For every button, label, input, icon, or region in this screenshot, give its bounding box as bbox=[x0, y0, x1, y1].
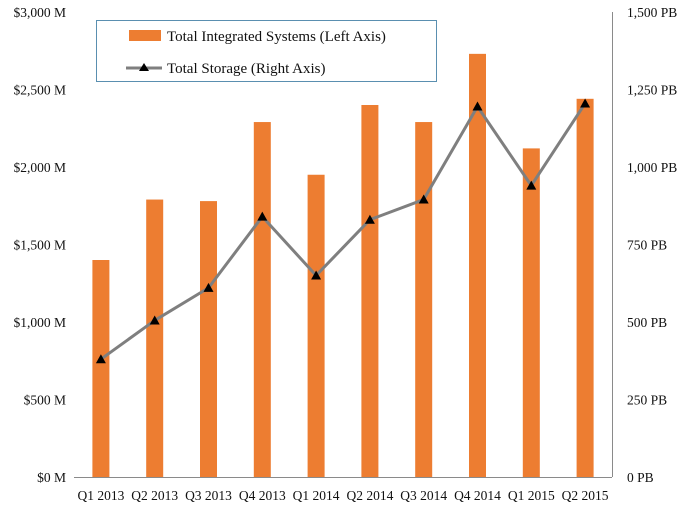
legend-label-storage: Total Storage (Right Axis) bbox=[167, 61, 326, 77]
bar-q1-2013 bbox=[92, 260, 110, 477]
bar-q3-2014 bbox=[415, 122, 433, 478]
x-tick-label: Q2 2015 bbox=[562, 488, 609, 503]
x-tick-label: Q3 2014 bbox=[400, 488, 447, 503]
line-layer bbox=[95, 98, 591, 364]
point-q2-2013 bbox=[149, 315, 160, 325]
x-tick-label: Q4 2013 bbox=[239, 488, 286, 503]
bars-layer bbox=[92, 53, 594, 478]
point-q3-2014 bbox=[418, 194, 429, 204]
x-tick-label: Q3 2013 bbox=[185, 488, 232, 503]
legend: Total Integrated Systems (Left Axis) Tota… bbox=[96, 20, 437, 82]
y-left-tick-label: $2,000 M bbox=[13, 160, 66, 175]
point-q1-2015 bbox=[526, 180, 537, 190]
bar-q2-2014 bbox=[361, 105, 379, 477]
bar-q1-2014 bbox=[307, 174, 325, 477]
point-q2-2014 bbox=[364, 214, 375, 224]
y-right-tick-label: 250 PB bbox=[627, 393, 667, 408]
y-right-tick-label: 1,000 PB bbox=[627, 160, 677, 175]
bar-q3-2013 bbox=[200, 201, 217, 477]
ticks-layer: $0 M $500 M $1,000 M $1,500 M $2,000 M $2,500… bbox=[13, 5, 677, 503]
x-tick-label: Q1 2014 bbox=[293, 488, 340, 503]
y-left-tick-label: $500 M bbox=[24, 393, 66, 408]
y-left-tick-label: $1,000 M bbox=[13, 315, 66, 330]
x-tick-label: Q1 2015 bbox=[508, 488, 555, 503]
y-right-tick-label: 500 PB bbox=[627, 315, 667, 330]
legend-label-integrated-systems: Total Integrated Systems (Left Axis) bbox=[167, 29, 386, 45]
bar-q4-2013 bbox=[253, 122, 271, 478]
x-tick-label: Q4 2014 bbox=[454, 488, 501, 503]
y-right-tick-label: 1,250 PB bbox=[627, 83, 677, 98]
bar-q2-2013 bbox=[146, 199, 164, 478]
legend-triangle-icon bbox=[139, 63, 149, 71]
y-right-tick-label: 1,500 PB bbox=[627, 5, 677, 20]
x-tick-label: Q2 2013 bbox=[131, 488, 178, 503]
y-left-tick-label: $2,500 M bbox=[13, 83, 66, 98]
x-tick-label: Q2 2014 bbox=[346, 488, 393, 503]
point-q3-2013 bbox=[203, 282, 214, 292]
storage-line bbox=[100, 102, 587, 361]
axes-layer bbox=[74, 12, 613, 478]
bar-q4-2014 bbox=[469, 53, 486, 477]
y-left-tick-label: $0 M bbox=[37, 470, 66, 485]
x-tick-label: Q1 2013 bbox=[77, 488, 124, 503]
y-right-tick-label: 750 PB bbox=[627, 238, 667, 253]
y-right-tick-label: 0 PB bbox=[627, 470, 654, 485]
bar-q1-2015 bbox=[522, 148, 540, 477]
y-left-tick-label: $1,500 M bbox=[13, 238, 66, 253]
point-q1-2013 bbox=[95, 354, 106, 364]
point-q1-2014 bbox=[311, 270, 322, 280]
point-q4-2014 bbox=[472, 101, 483, 111]
point-q2-2015 bbox=[580, 98, 591, 108]
point-q4-2013 bbox=[257, 211, 268, 221]
legend-bar-swatch bbox=[129, 30, 161, 41]
bar-q2-2015 bbox=[576, 98, 594, 478]
y-left-tick-label: $3,000 M bbox=[13, 5, 66, 20]
